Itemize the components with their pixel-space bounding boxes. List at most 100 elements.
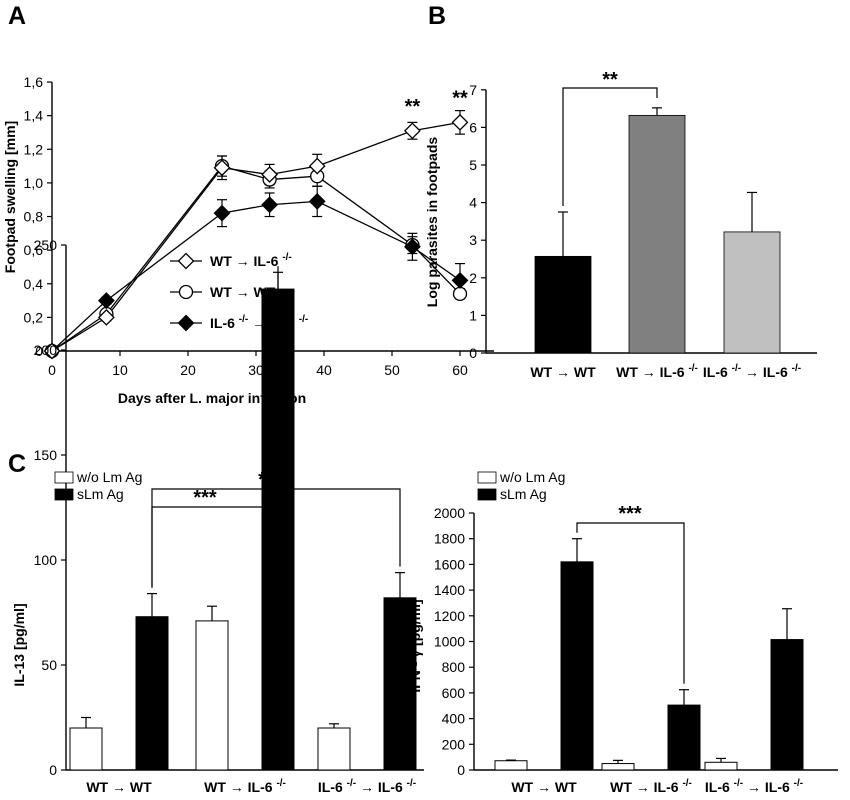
data-point	[308, 157, 326, 175]
significance-label: **	[452, 87, 468, 109]
panel-a-line-chart: 00,20,40,60,81,01,21,41,60 10 20 30 40 50 60Da…	[2, 74, 494, 406]
y-tick-label: 5	[469, 157, 477, 173]
bar	[704, 761, 738, 771]
y-tick-label: 400	[442, 711, 466, 727]
y-tick-label: 0,4	[24, 276, 44, 292]
bar	[770, 639, 804, 771]
bar	[534, 255, 592, 354]
legend-label: w/o Lm Ag	[76, 469, 142, 485]
bar	[135, 616, 169, 771]
y-tick-label: 1200	[434, 608, 465, 624]
y-tick-label: 1,4	[24, 108, 44, 124]
data-point	[97, 308, 115, 326]
bar	[723, 231, 781, 354]
significance-bracket	[562, 87, 658, 206]
legend-swatch	[477, 471, 497, 484]
y-tick-label: 1600	[434, 556, 465, 572]
y-tick-label: 3	[469, 232, 477, 248]
bar	[494, 760, 528, 771]
x-axis-label: Days after L. major infection	[118, 390, 306, 406]
x-tick-label: 0	[48, 362, 56, 378]
y-axis-label: Footpad swelling [mm]	[2, 121, 18, 273]
legend-swatch	[54, 471, 74, 484]
y-tick-label: 50	[41, 657, 57, 673]
legend-swatch	[477, 488, 497, 501]
y-axis-label: Log parasites in footpads	[424, 137, 440, 308]
y-tick-label: 1,0	[24, 175, 44, 191]
y-tick-label: 1000	[434, 634, 465, 650]
legend-label: WT → WT	[210, 284, 276, 300]
y-tick-label: 6	[469, 119, 477, 135]
data-point	[213, 204, 231, 222]
y-tick-label: 0,8	[24, 209, 44, 225]
data-point	[43, 342, 61, 360]
y-axis-label: IL-13 [pg/ml]	[11, 603, 27, 686]
bar	[628, 114, 686, 354]
y-tick-label: 2000	[434, 505, 465, 521]
category-label: IL-6 -/-​ → IL-6 -/-​	[705, 778, 803, 795]
bar	[667, 704, 701, 771]
y-tick-label: 7	[469, 82, 477, 98]
panel-c-ifn-bar-chart: 0 200 400 600 800 1000 1200 1400 1600 1800 2000 IFN…	[407, 469, 838, 795]
x-tick-label: 10	[112, 362, 128, 378]
category-label: WT → WT	[511, 779, 577, 795]
category-label: WT → IL-6 -/-​	[204, 778, 286, 795]
significance-label: *	[258, 469, 266, 491]
x-tick-label: 60	[452, 362, 468, 378]
significance-bracket	[576, 522, 685, 684]
y-tick-label: 0,6	[24, 242, 44, 258]
y-tick-label: 4	[469, 195, 477, 211]
x-tick-label: 50	[384, 362, 400, 378]
bar	[317, 727, 351, 771]
data-point	[452, 286, 468, 301]
x-tick-label: 20	[180, 362, 196, 378]
y-tick-label: 600	[442, 685, 466, 701]
y-tick-label: 2	[469, 270, 477, 286]
category-label: WT → WT	[530, 364, 596, 380]
x-tick-label: 30	[248, 362, 264, 378]
legend-label: sLm Ag	[77, 486, 124, 502]
bar	[195, 620, 229, 771]
y-tick-label: 0	[49, 762, 57, 778]
data-point	[213, 159, 231, 177]
x-tick-label: 40	[316, 362, 332, 378]
y-tick-label: 1800	[434, 531, 465, 547]
y-tick-label: 250	[34, 237, 58, 253]
y-tick-label: 0	[457, 762, 465, 778]
legend-marker	[178, 284, 194, 300]
y-tick-label: 1	[469, 307, 477, 323]
y-tick-label: 100	[34, 552, 58, 568]
category-label: WT → WT	[86, 779, 152, 795]
bar	[69, 727, 103, 771]
data-point	[308, 192, 326, 210]
data-point	[97, 292, 115, 309]
legend-label: w/o Lm Ag	[499, 469, 565, 485]
y-tick-label: 0	[35, 343, 43, 359]
category-label: WT → IL-6 -/-​	[610, 778, 692, 795]
significance-label: ***	[618, 503, 642, 525]
significance-label: ***	[193, 487, 217, 509]
bar	[560, 561, 594, 771]
y-tick-label: 0	[469, 345, 477, 361]
y-tick-label: 800	[442, 659, 466, 675]
data-point	[451, 113, 469, 131]
data-point	[451, 271, 469, 289]
y-tick-label: 1,2	[24, 141, 44, 157]
significance-bracket	[151, 488, 401, 588]
legend-swatch	[54, 488, 74, 501]
y-tick-label: 0,2	[24, 309, 44, 325]
y-tick-label: 1,6	[24, 74, 44, 90]
significance-label: **	[405, 96, 421, 118]
y-tick-label: 200	[442, 736, 466, 752]
y-axis-label: IFN - γ [pg/ml]	[407, 599, 423, 692]
data-point	[261, 196, 279, 214]
panel-b-bar-chart: 0 1 2 3 4 5 6 7 Log parasites in footpads WT → WT…	[424, 69, 817, 380]
category-label: IL-6 -/-​ → IL-6 -/-​	[318, 778, 416, 795]
legend-marker	[177, 252, 195, 270]
data-point	[261, 166, 279, 183]
category-label: IL-6 -/-​ → IL-6 -/-​	[703, 363, 801, 380]
